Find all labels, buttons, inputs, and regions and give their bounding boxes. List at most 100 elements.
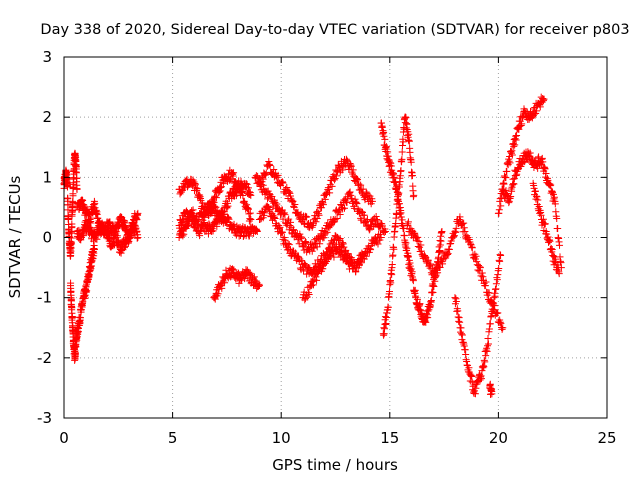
- y-tick-label: 3: [42, 48, 52, 66]
- data-point: [326, 252, 334, 260]
- data-point: [444, 250, 452, 258]
- data-point: [352, 199, 360, 207]
- data-point: [323, 191, 331, 199]
- data-point: [408, 171, 416, 179]
- data-point: [398, 216, 406, 224]
- data-point: [404, 252, 412, 260]
- data-point: [266, 162, 274, 170]
- y-tick-label: -1: [37, 289, 52, 307]
- data-point: [497, 252, 505, 260]
- data-point: [297, 235, 305, 243]
- data-point: [381, 227, 389, 235]
- data-point: [89, 255, 97, 263]
- data-point: [548, 245, 556, 253]
- data-point: [287, 192, 295, 200]
- data-point: [180, 230, 188, 238]
- data-point: [333, 214, 341, 222]
- data-point: [374, 240, 382, 248]
- data-point: [482, 278, 490, 286]
- x-tick-label: 10: [272, 429, 291, 447]
- data-point: [332, 172, 340, 180]
- data-point: [71, 349, 79, 357]
- data-point: [316, 240, 324, 248]
- data-point: [405, 137, 413, 145]
- data-point: [279, 179, 287, 187]
- data-point: [354, 264, 362, 272]
- data-point: [513, 132, 521, 140]
- x-tick-label: 0: [59, 429, 69, 447]
- data-point: [430, 283, 438, 291]
- data-point: [325, 185, 333, 193]
- data-point: [314, 210, 322, 218]
- data-point: [388, 261, 396, 269]
- y-axis-label: SDTVAR / TECUs: [6, 175, 24, 298]
- data-point: [321, 195, 329, 203]
- data-point: [90, 246, 98, 254]
- data-point: [397, 167, 405, 175]
- data-point: [323, 228, 331, 236]
- data-point: [526, 149, 534, 157]
- data-point: [389, 251, 397, 259]
- y-tick-label: 0: [42, 229, 52, 247]
- data-point: [507, 192, 515, 200]
- data-point: [366, 245, 374, 253]
- data-point: [496, 318, 504, 326]
- data-point: [87, 214, 95, 222]
- data-point: [352, 175, 360, 183]
- data-point: [518, 120, 526, 128]
- data-point: [414, 233, 422, 241]
- data-point: [417, 241, 425, 249]
- data-point: [372, 212, 380, 220]
- data-point: [311, 239, 319, 247]
- data-point: [329, 239, 337, 247]
- data-point: [288, 196, 296, 204]
- data-point: [336, 234, 344, 242]
- data-point: [377, 234, 385, 241]
- data-point: [427, 296, 435, 304]
- data-point: [358, 250, 366, 258]
- data-point: [358, 208, 366, 216]
- data-point: [384, 152, 392, 160]
- data-point: [352, 268, 360, 276]
- data-point: [262, 171, 270, 179]
- data-point: [494, 309, 502, 317]
- data-point: [176, 224, 184, 232]
- data-point: [399, 141, 407, 149]
- data-point: [290, 203, 298, 211]
- data-point: [508, 151, 516, 159]
- data-point: [87, 224, 95, 232]
- data-point: [451, 294, 459, 302]
- data-point: [426, 261, 434, 269]
- data-point: [196, 232, 204, 240]
- data-point: [312, 218, 320, 226]
- data-point: [80, 232, 88, 240]
- data-point: [266, 206, 274, 214]
- data-point: [460, 219, 468, 227]
- data-point: [270, 213, 278, 221]
- data-point: [466, 240, 474, 248]
- data-point: [247, 191, 255, 199]
- data-point: [69, 192, 77, 200]
- data-point: [549, 189, 557, 197]
- data-point: [495, 264, 503, 272]
- data-point: [497, 319, 505, 327]
- data-point: [239, 191, 247, 199]
- data-point: [498, 325, 506, 333]
- data-point: [437, 237, 445, 245]
- data-point: [395, 183, 403, 191]
- data-point: [390, 245, 398, 253]
- data-point: [488, 390, 496, 398]
- data-point: [447, 237, 455, 245]
- data-point: [541, 220, 549, 228]
- chart-title: Day 338 of 2020, Sidereal Day-to-day VTE…: [40, 22, 629, 38]
- data-point: [382, 319, 390, 327]
- data-point: [344, 250, 352, 258]
- data-point: [388, 271, 396, 279]
- data-point: [398, 148, 406, 156]
- data-point: [106, 218, 114, 226]
- data-point: [452, 224, 460, 232]
- data-point: [225, 215, 233, 223]
- data-point: [285, 241, 293, 249]
- data-point: [458, 331, 466, 339]
- data-point: [452, 228, 460, 236]
